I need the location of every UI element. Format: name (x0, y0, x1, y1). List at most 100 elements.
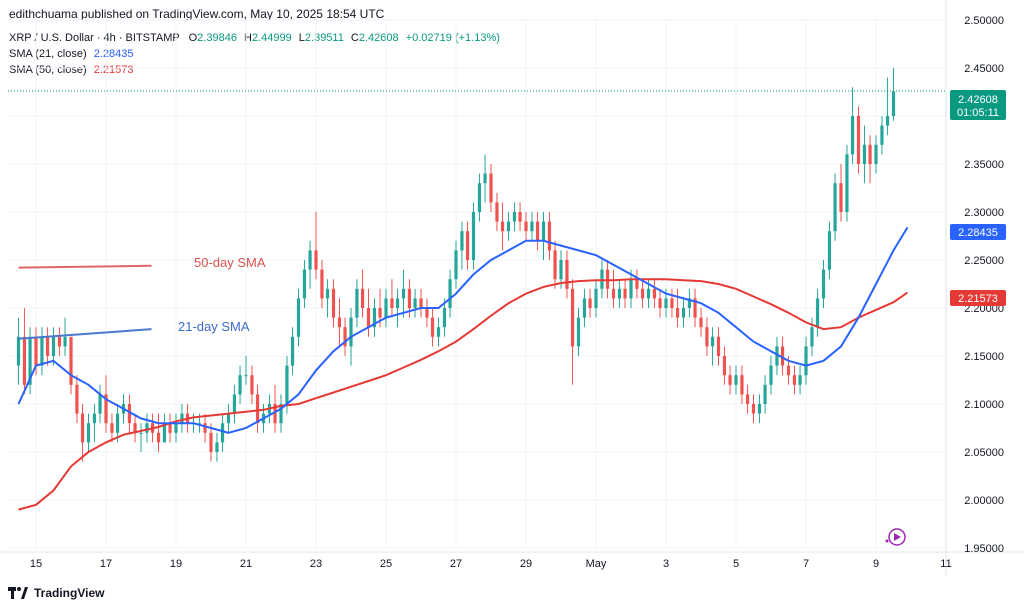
last-price-tag: 2.42608 (958, 94, 998, 106)
replay-icon[interactable] (885, 528, 906, 546)
candle-body (740, 375, 744, 395)
candle-body (880, 125, 884, 145)
time-tick-label: 21 (240, 558, 252, 570)
sma21-tag-bg (950, 224, 1006, 240)
tradingview-logo-icon (8, 587, 28, 599)
time-tick-label: 11 (940, 558, 951, 570)
candle-body (273, 404, 277, 424)
candle-body (815, 298, 820, 328)
tradingview-wordmark: TradingView (34, 586, 105, 600)
candle-body (518, 212, 522, 222)
legend-sma21-row[interactable]: SMA (21, close) 2.28435 (9, 46, 500, 62)
candle-body (745, 394, 750, 404)
candle-body (360, 288, 365, 308)
candle-body (448, 279, 452, 308)
candle-body (430, 317, 435, 337)
symbol-label[interactable]: XRP / U.S. Dollar · 4h · BITSTAMP (9, 32, 180, 44)
candle-body (751, 404, 756, 414)
candle-body (885, 116, 890, 126)
legend-symbol-row: XRP / U.S. Dollar · 4h · BITSTAMP O2.398… (9, 30, 500, 46)
candle-body (395, 298, 400, 308)
candle-body (699, 317, 703, 328)
candle-body (850, 116, 855, 155)
candle-body (104, 394, 108, 424)
time-tick-label: May (586, 558, 607, 570)
candle-body (75, 384, 79, 414)
candle-body (349, 317, 353, 347)
candle-body (238, 375, 242, 395)
candle-body (477, 183, 482, 212)
price-tick-label: 2.05000 (964, 447, 1004, 459)
candle-body (617, 288, 622, 299)
time-tick-label: 29 (520, 558, 532, 570)
candle-body (279, 404, 283, 424)
candle-body (425, 308, 429, 318)
candle-body (681, 308, 686, 318)
time-tick-label: 9 (873, 558, 879, 570)
legend-sma50-row[interactable]: SMA (50, close) 2.21573 (9, 62, 500, 78)
candle-body (646, 288, 651, 299)
candle-body (833, 183, 837, 232)
candle-body (180, 413, 184, 424)
candle-body (215, 442, 219, 452)
candle-body (460, 231, 464, 251)
candle-body (827, 231, 832, 270)
ohlc-open: O2.39846 (188, 32, 237, 44)
sma50-label: SMA (50, close) (9, 64, 87, 76)
candle-body (471, 212, 476, 260)
candle-body (308, 250, 312, 270)
candle-body (524, 221, 528, 232)
candle-body (512, 212, 517, 222)
candle-body (390, 298, 394, 308)
candle-body (705, 327, 709, 347)
candle-body (220, 423, 225, 443)
candle-body (856, 116, 861, 164)
candle-body (314, 250, 318, 270)
candle-body (401, 288, 406, 299)
chart-legend: XRP / U.S. Dollar · 4h · BITSTAMP O2.398… (9, 30, 500, 78)
candle-body (623, 288, 627, 299)
candle-body (763, 384, 767, 404)
annotations-layer: 50-day SMA 21-day SMA (18, 255, 266, 340)
time-tick-label: 19 (170, 558, 182, 570)
candle-body (769, 365, 773, 385)
time-tick-label: 17 (100, 558, 112, 570)
candle-body (862, 144, 867, 164)
price-tick-label: 1.95000 (964, 543, 1004, 555)
candle-body (378, 308, 382, 318)
candle-body (419, 298, 423, 308)
candle-body (22, 336, 27, 385)
candle-body (413, 298, 417, 308)
candle-body (611, 288, 616, 299)
candle-body (57, 336, 62, 347)
sma21-line (17, 226, 909, 434)
candle-body (232, 394, 237, 414)
candle-body (658, 298, 662, 308)
candle-body (559, 260, 563, 280)
candle-body (640, 288, 645, 299)
price-tick-label: 2.50000 (964, 15, 1004, 27)
candle-body (162, 423, 167, 443)
candle-body (384, 298, 388, 318)
sma21-label: SMA (21, close) (9, 48, 87, 60)
candle-body (483, 173, 487, 184)
sma50-tag: 2.21573 (958, 293, 998, 305)
candle-body (285, 365, 289, 404)
sma50-annotation: 50-day SMA (194, 255, 266, 270)
candle-body (366, 308, 371, 328)
candle-body (757, 404, 762, 414)
sma21-annotation: 21-day SMA (178, 319, 250, 334)
candle-body (209, 432, 213, 452)
candle-body (86, 423, 91, 443)
time-tick-label: 27 (450, 558, 462, 570)
candle-body (629, 279, 633, 299)
candle-body (722, 356, 727, 376)
candle-body (687, 298, 692, 308)
candle-body (710, 336, 715, 347)
candle-body (156, 432, 161, 443)
price-tick-label: 2.15000 (964, 351, 1004, 363)
sma-lines-layer (17, 226, 909, 511)
candle-body (670, 298, 674, 308)
candle-body (821, 269, 826, 299)
